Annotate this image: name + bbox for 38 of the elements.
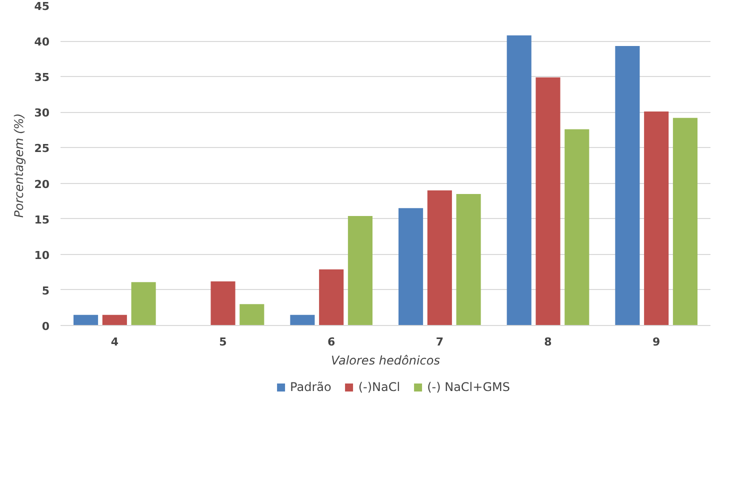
legend-label: (-)NaCl xyxy=(358,380,400,394)
y-axis-title: Porcentagem (%) xyxy=(12,113,26,218)
bar xyxy=(319,269,344,326)
y-tick-label: 45 xyxy=(34,0,50,13)
bar xyxy=(506,35,532,326)
bar xyxy=(398,208,424,326)
y-tick-label: 10 xyxy=(34,248,50,262)
y-tick-label: 5 xyxy=(42,284,50,298)
bar xyxy=(348,216,372,326)
bar xyxy=(456,194,481,326)
y-tick-label: 0 xyxy=(42,320,50,333)
y-tick-label: 30 xyxy=(34,106,50,120)
y-tick-label: 35 xyxy=(34,71,50,84)
bar xyxy=(644,111,669,326)
bar xyxy=(74,314,98,326)
y-tick-label: 15 xyxy=(34,213,50,226)
legend-label: Padrão xyxy=(290,380,332,394)
x-tick-label: 4 xyxy=(110,336,119,348)
bar xyxy=(240,304,264,326)
x-tick-label: 7 xyxy=(436,336,444,348)
bar xyxy=(564,129,590,326)
x-tick-label: 9 xyxy=(652,336,660,348)
bar xyxy=(290,314,315,326)
bar xyxy=(427,190,452,326)
bar xyxy=(672,118,698,326)
bar xyxy=(210,281,236,326)
y-tick-label: 25 xyxy=(34,142,50,156)
x-axis-title: Valores hedônicos xyxy=(331,354,440,368)
bar xyxy=(536,77,560,326)
legend-label: (-) NaCl+GMS xyxy=(427,380,510,394)
x-tick-label: 5 xyxy=(219,336,227,348)
y-tick-label: 20 xyxy=(34,178,50,191)
y-tick-label: 40 xyxy=(34,36,50,49)
bar xyxy=(131,282,156,326)
x-tick-label: 8 xyxy=(544,336,552,348)
bar xyxy=(615,46,640,326)
x-tick-label: 6 xyxy=(328,336,336,348)
bar xyxy=(102,314,127,326)
